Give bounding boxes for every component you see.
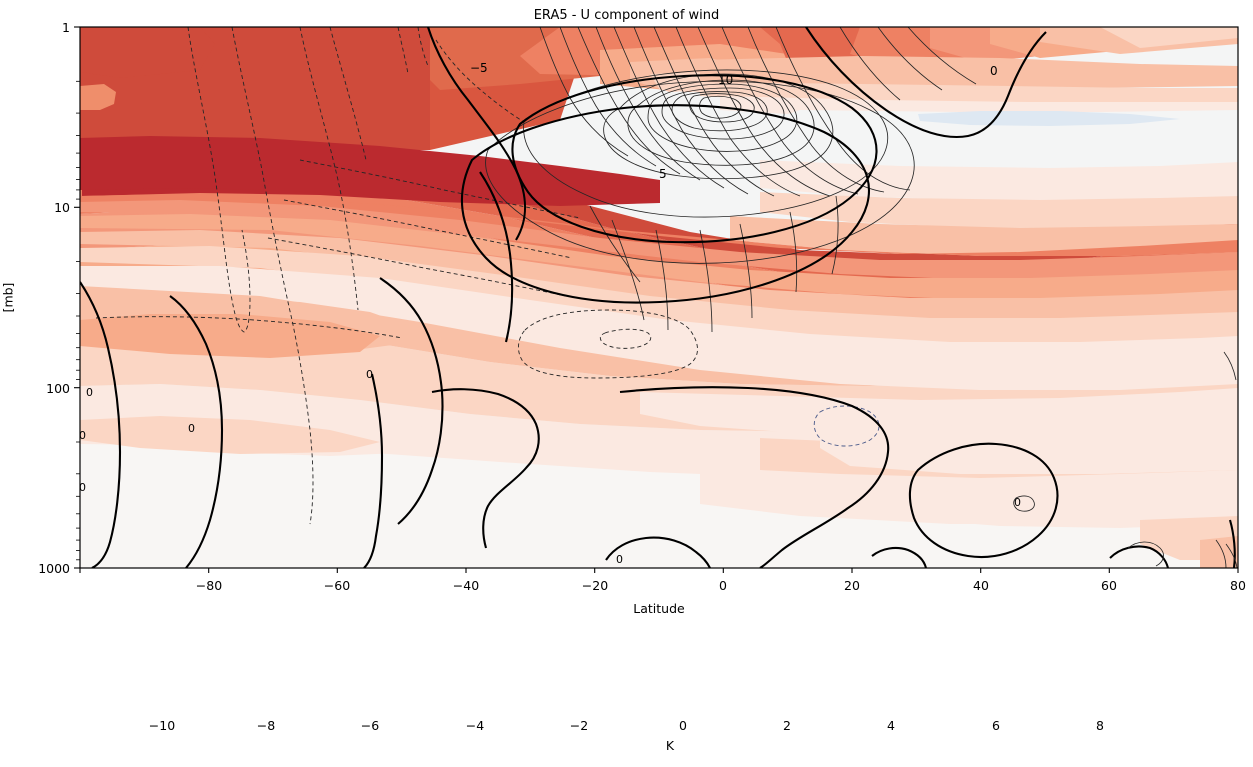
colorbar-tick-9: 8 xyxy=(1096,718,1104,733)
chart-title: ERA5 - U component of wind xyxy=(533,8,720,23)
x-tick-label-0: −80 xyxy=(195,578,223,593)
contour-label-0-b: 0 xyxy=(86,386,93,399)
x-tick-label-4: 0 xyxy=(719,578,727,593)
contour-label-10: 10 xyxy=(718,73,733,87)
colorbar-tick-4: −2 xyxy=(569,718,589,733)
contour-label-0-g: 0 xyxy=(79,429,86,442)
colorbar-tick-7: 4 xyxy=(887,718,895,733)
contour-label-5: 5 xyxy=(659,167,667,181)
contour-label-0-d: 0 xyxy=(366,368,373,381)
colorbar-tick-3: −4 xyxy=(465,718,485,733)
x-tick-label-7: 60 xyxy=(1101,578,1117,593)
y-tick-label-0: 1 xyxy=(62,20,70,35)
contour-lines-layer xyxy=(80,27,1238,568)
colorbar[interactable] xyxy=(0,660,1253,720)
y-axis-minor-ticks xyxy=(76,80,80,561)
x-tick-label-6: 40 xyxy=(973,578,989,593)
colorbar-tick-0: −10 xyxy=(148,718,176,733)
main-plot: −5 10 5 0 0 0 0 0 0 0 0 xyxy=(74,26,1239,573)
contour-label-0-f: 0 xyxy=(616,553,623,566)
x-tick-label-2: −40 xyxy=(452,578,480,593)
colorbar-tick-8: 6 xyxy=(992,718,1000,733)
y-axis-label: [mb] xyxy=(0,282,16,313)
contour-label-neg5: −5 xyxy=(470,61,488,75)
y-tick-label-2: 100 xyxy=(46,381,70,396)
contour-labels: −5 10 5 0 0 0 0 0 0 0 0 xyxy=(79,61,1021,566)
contour-label-0-c: 0 xyxy=(188,422,195,435)
x-tick-label-8: 80 xyxy=(1230,578,1246,593)
x-tick-label-3: −20 xyxy=(581,578,609,593)
colorbar-tick-1: −8 xyxy=(256,718,276,733)
colorbar-tick-2: −6 xyxy=(360,718,380,733)
shaded-contourf-layer xyxy=(80,27,1238,568)
colorbar-tick-6: 2 xyxy=(783,718,791,733)
contour-label-0-e: 0 xyxy=(1014,496,1021,509)
colorbar-label: K xyxy=(665,738,675,753)
x-tick-label-5: 20 xyxy=(844,578,860,593)
colorbar-tick-5: 0 xyxy=(679,718,687,733)
y-tick-label-1: 10 xyxy=(54,200,70,215)
y-tick-label-3: 1000 xyxy=(38,561,70,576)
contour-label-0-h: 0 xyxy=(79,481,86,494)
y-axis-major-ticks xyxy=(74,26,80,569)
contour-label-0-a: 0 xyxy=(990,64,998,78)
x-axis-label: Latitude xyxy=(633,601,685,616)
x-tick-label-1: −60 xyxy=(323,578,351,593)
plot-frame xyxy=(79,26,1239,569)
x-axis-ticks xyxy=(79,568,1239,573)
